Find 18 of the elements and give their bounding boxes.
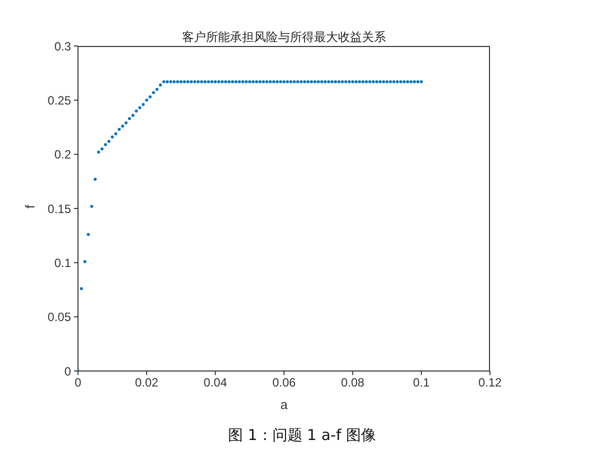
x-tick-label: 0.08 — [340, 376, 365, 390]
x-axis-title: a — [280, 397, 288, 412]
y-tick-label: 0.05 — [48, 310, 72, 324]
y-tick-label: 0.15 — [48, 202, 72, 216]
x-tick-label: 0.06 — [272, 376, 296, 390]
x-tick-label: 0.12 — [478, 376, 502, 390]
y-tick-label: 0 — [64, 364, 72, 378]
caption: 图 1：问题 1 a-f 图像 — [226, 426, 378, 445]
x-tick-label: 0.04 — [204, 376, 228, 390]
x-tick-label: 0.02 — [134, 376, 159, 390]
y-axis-title: f — [22, 204, 38, 208]
y-tick-label: 0.3 — [54, 39, 72, 54]
y-tick-label: 0.1 — [54, 256, 72, 270]
chart-title: 客户所能承担风险与所得最大收益关系 — [181, 29, 387, 46]
y-tick-label: 0.25 — [48, 93, 72, 108]
x-tick-label: 0.1 — [412, 376, 430, 390]
x-tick-label: 0 — [74, 376, 82, 390]
y-tick-label: 0.2 — [54, 148, 72, 162]
